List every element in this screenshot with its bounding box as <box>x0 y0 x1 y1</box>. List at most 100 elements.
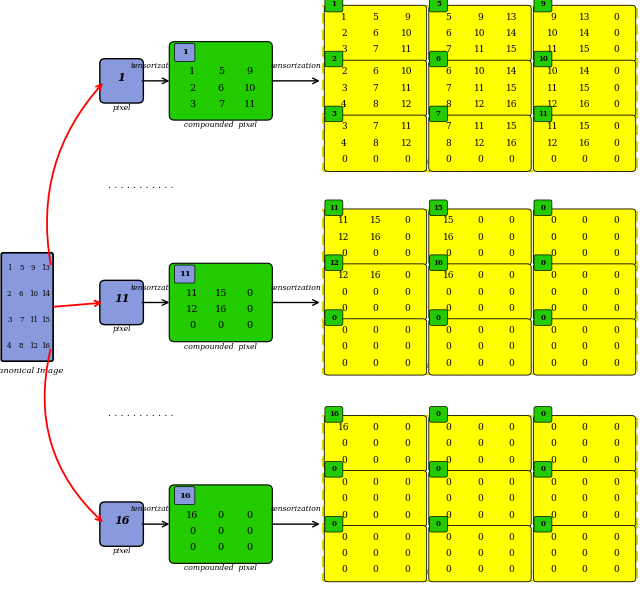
Text: 0: 0 <box>404 423 410 432</box>
Text: 11: 11 <box>114 294 129 304</box>
Text: 9: 9 <box>246 67 253 77</box>
Text: 12: 12 <box>474 100 486 109</box>
Text: 0: 0 <box>613 439 619 448</box>
FancyBboxPatch shape <box>169 264 272 341</box>
Text: . . . . . . . . . . .: . . . . . . . . . . . <box>108 409 173 418</box>
Text: 14: 14 <box>506 29 517 38</box>
Text: higher-order  compounded  pixel: higher-order compounded pixel <box>422 362 538 370</box>
Text: 0: 0 <box>372 359 378 368</box>
Text: 0: 0 <box>436 465 441 473</box>
Text: 0: 0 <box>550 478 556 487</box>
Text: 0: 0 <box>341 478 347 487</box>
Text: 4: 4 <box>341 139 347 148</box>
Text: 0: 0 <box>372 456 378 465</box>
Text: 0: 0 <box>404 439 410 448</box>
FancyBboxPatch shape <box>534 106 552 122</box>
Text: 0: 0 <box>477 510 483 519</box>
Text: 11: 11 <box>401 46 413 55</box>
Text: 12: 12 <box>338 271 349 280</box>
Text: 0: 0 <box>372 249 378 258</box>
Text: 0: 0 <box>550 359 556 368</box>
Text: 0: 0 <box>246 305 253 314</box>
FancyBboxPatch shape <box>533 115 636 171</box>
FancyBboxPatch shape <box>325 200 343 216</box>
Text: 0: 0 <box>372 423 378 432</box>
Text: 0: 0 <box>550 565 556 574</box>
Text: 0: 0 <box>582 232 588 241</box>
Text: 0: 0 <box>509 439 515 448</box>
Text: 0: 0 <box>613 326 619 335</box>
Text: 0: 0 <box>404 232 410 241</box>
Text: 0: 0 <box>477 216 483 225</box>
Text: 2: 2 <box>341 68 347 77</box>
Text: 8: 8 <box>372 100 378 109</box>
Text: 0: 0 <box>613 288 619 297</box>
Text: 2: 2 <box>332 55 336 63</box>
Text: 0: 0 <box>445 359 451 368</box>
Text: 16: 16 <box>506 100 517 109</box>
Text: 0: 0 <box>404 271 410 280</box>
Text: 3: 3 <box>189 99 195 109</box>
Text: 0: 0 <box>477 288 483 297</box>
Text: 0: 0 <box>613 46 619 55</box>
FancyBboxPatch shape <box>169 485 272 563</box>
Text: 0: 0 <box>341 439 347 448</box>
Text: 0: 0 <box>550 326 556 335</box>
FancyBboxPatch shape <box>429 52 447 66</box>
FancyBboxPatch shape <box>534 516 552 532</box>
Text: 15: 15 <box>506 46 517 55</box>
Text: 0: 0 <box>445 565 451 574</box>
Text: 0: 0 <box>550 304 556 313</box>
Text: 0: 0 <box>372 326 378 335</box>
Text: 11: 11 <box>29 316 38 324</box>
Text: 0: 0 <box>477 232 483 241</box>
Text: 0: 0 <box>582 565 588 574</box>
Text: 11: 11 <box>474 84 486 93</box>
Text: 0: 0 <box>436 410 441 419</box>
FancyBboxPatch shape <box>534 407 552 422</box>
FancyBboxPatch shape <box>429 516 447 532</box>
Text: Canonical Image: Canonical Image <box>0 367 63 374</box>
Text: 7: 7 <box>19 316 24 324</box>
FancyBboxPatch shape <box>324 471 427 527</box>
Text: 3: 3 <box>332 110 336 118</box>
Text: 12: 12 <box>329 259 339 267</box>
Text: 16: 16 <box>114 515 129 526</box>
Text: 16: 16 <box>338 423 349 432</box>
Text: 10: 10 <box>401 68 413 77</box>
Text: 0: 0 <box>613 533 619 541</box>
Text: 0: 0 <box>246 321 253 331</box>
Text: 0: 0 <box>613 478 619 487</box>
Text: 0: 0 <box>582 533 588 541</box>
Text: 7: 7 <box>445 122 451 131</box>
Text: 0: 0 <box>509 478 515 487</box>
Text: 0: 0 <box>477 439 483 448</box>
Text: 0: 0 <box>541 520 545 528</box>
Text: pixel: pixel <box>112 325 131 333</box>
Text: 0: 0 <box>613 456 619 465</box>
Text: 0: 0 <box>550 456 556 465</box>
Text: 0: 0 <box>404 533 410 541</box>
Text: 0: 0 <box>613 13 619 22</box>
Text: tensorization: tensorization <box>131 284 181 292</box>
FancyBboxPatch shape <box>429 525 531 582</box>
FancyBboxPatch shape <box>533 60 636 116</box>
Text: 0: 0 <box>445 510 451 519</box>
Text: 0: 0 <box>582 249 588 258</box>
Text: 7: 7 <box>372 46 378 55</box>
Text: 0: 0 <box>404 216 410 225</box>
Text: 11: 11 <box>474 46 486 55</box>
Text: 0: 0 <box>404 565 410 574</box>
Text: 9: 9 <box>404 13 410 22</box>
Text: 12: 12 <box>547 139 559 148</box>
Text: 0: 0 <box>509 216 515 225</box>
Text: 8: 8 <box>445 100 451 109</box>
Text: 11: 11 <box>547 46 559 55</box>
Text: 11: 11 <box>547 122 559 131</box>
Text: 3: 3 <box>341 84 347 93</box>
Text: 15: 15 <box>214 289 227 298</box>
Text: pixel: pixel <box>112 104 131 111</box>
Text: 0: 0 <box>550 549 556 558</box>
Text: 0: 0 <box>246 510 253 520</box>
Text: 0: 0 <box>404 549 410 558</box>
